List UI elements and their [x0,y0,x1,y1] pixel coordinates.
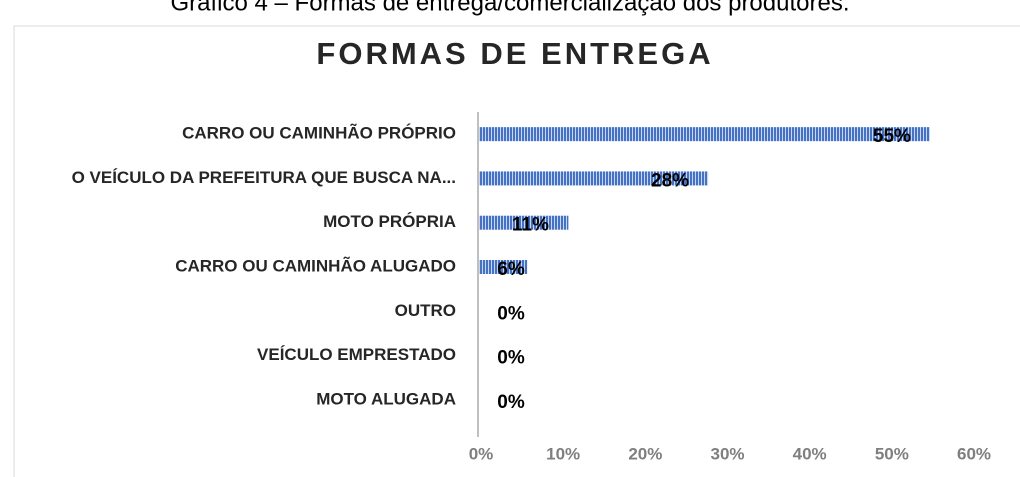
caption: Gráfico 4 – Formas de entrega/comerciali… [171,0,850,16]
x-tick-label: 20% [628,444,662,463]
bar [478,260,528,274]
bar [478,171,709,186]
x-tick-label: 60% [957,444,991,463]
y-tick-label: OUTRO [395,301,456,320]
value-label: 6% [497,259,525,280]
x-tick-label: 30% [710,444,744,463]
bar [478,127,930,142]
y-tick-label: O VEÍCULO DA PREFEITURA QUE BUSCA NA... [72,168,456,187]
value-label: 28% [651,170,689,191]
y-tick-label: CARRO OU CAMINHÃO ALUGADO [175,255,456,275]
y-tick-label: CARRO OU CAMINHÃO PRÓPRIO [182,123,456,143]
value-label: 0% [497,303,525,324]
x-tick-label: 0% [469,444,494,463]
value-label: 55% [873,126,911,147]
y-tick-label: MOTO ALUGADA [316,389,456,408]
value-label: 0% [497,392,525,413]
x-tick-label: 40% [793,444,827,463]
value-label: 11% [512,215,549,236]
y-tick-label: MOTO PRÓPRIA [323,212,456,231]
y-tick-label: VEÍCULO EMPRESTADO [257,345,456,364]
x-tick-label: 10% [546,444,580,463]
chart-border [13,25,1020,477]
chart-title: FORMAS DE ENTREGA [316,36,713,71]
x-tick-label: 50% [875,444,909,463]
value-label: 0% [497,348,525,369]
bar [478,215,569,230]
